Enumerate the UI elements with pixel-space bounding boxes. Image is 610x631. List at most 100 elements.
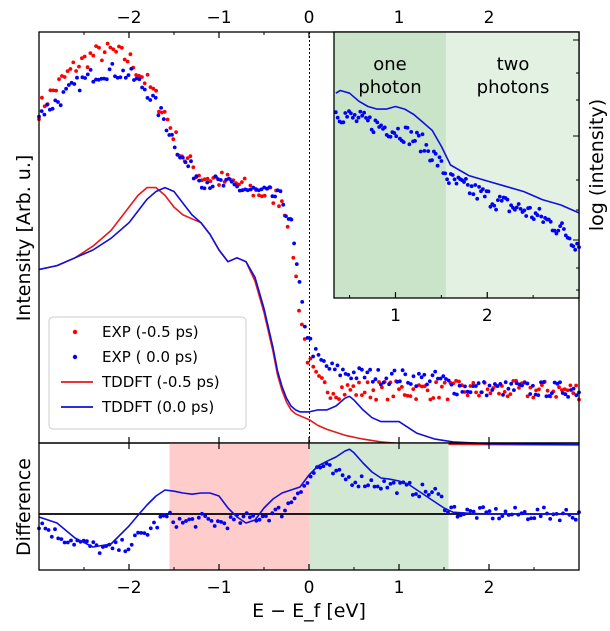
exp-red-series-point <box>68 67 73 71</box>
difference-exp-series-point <box>426 493 431 497</box>
exp-blue-series-point <box>384 376 389 381</box>
difference-tick-label: 1 <box>394 578 405 598</box>
exp-red-series-point <box>240 180 244 185</box>
exp-red-series-point <box>145 72 150 77</box>
difference-exp-series-point <box>573 517 578 522</box>
difference-exp-series-point <box>513 505 517 510</box>
exp-red-series-point <box>397 387 401 391</box>
difference-exp-series-point <box>302 484 307 488</box>
inset-exp-blue-series-point <box>345 114 349 119</box>
exp-red-series-point <box>117 44 121 49</box>
exp-blue-series-point <box>490 388 495 392</box>
exp-blue-series-point <box>403 372 408 377</box>
legend: EXP (-0.5 ps) EXP ( 0.0 ps) TDDFT (-0.5 … <box>48 316 247 430</box>
exp-red-series-point <box>162 109 167 114</box>
inset-regions <box>334 32 579 298</box>
difference-exp-series-point <box>69 538 73 543</box>
exp-blue-series-point <box>392 368 397 373</box>
inset-exp-blue-series-point <box>443 171 448 176</box>
exp-red-series-point <box>411 387 416 391</box>
inset-exp-blue-series-point <box>430 158 434 163</box>
exp-blue-series <box>37 62 581 399</box>
exp-blue-series-point <box>327 367 332 371</box>
inset-exp-blue-series <box>333 109 581 252</box>
exp-red-series-point <box>568 383 573 388</box>
exp-red-series-point <box>114 49 118 54</box>
exp-red-series-point <box>545 388 550 393</box>
difference-exp-series-point <box>564 507 569 512</box>
inset-exp-blue-series-point <box>469 184 474 189</box>
exp-blue-series-point <box>58 103 63 108</box>
difference-exp-series-point <box>117 548 121 552</box>
difference-exp-series-point <box>244 511 249 516</box>
difference-positive-band <box>309 443 449 570</box>
difference-exp-series-point <box>241 514 246 519</box>
difference-exp-series-point <box>490 516 495 521</box>
inset-exp-blue-series-point <box>341 120 346 125</box>
exp-blue-series-point <box>278 189 283 194</box>
exp-blue-series-point <box>213 174 218 179</box>
exp-red-series-point <box>420 384 424 389</box>
difference-exp-series-point <box>439 494 444 499</box>
exp-blue-series-point <box>387 382 391 387</box>
difference-exp-series-point <box>40 521 45 526</box>
difference-exp-series-point <box>327 463 332 467</box>
inset-region-one-line2: photon <box>358 77 421 98</box>
exp-blue-series-point <box>205 180 210 185</box>
exp-blue-series-point <box>376 368 381 372</box>
inset-exp-blue-series-point <box>366 118 370 123</box>
exp-blue-series-point <box>536 393 541 397</box>
difference-exp-series-point <box>337 467 342 472</box>
inset-exp-blue-series-point <box>567 236 572 241</box>
exp-blue-series-point <box>449 382 454 387</box>
difference-exp-series-point <box>158 514 163 519</box>
exp-blue-series-point <box>77 88 82 93</box>
exp-blue-series-point <box>346 372 351 377</box>
exp-blue-series-point <box>482 380 486 384</box>
exp-red-series-point <box>297 308 301 313</box>
inset-exp-blue-series-point <box>433 151 438 156</box>
difference-exp-series-point <box>379 486 383 491</box>
inset-exp-blue-series-point <box>422 149 427 153</box>
main-series <box>37 41 581 446</box>
exp-blue-series-point <box>118 75 123 80</box>
exp-red-series-point <box>294 274 298 279</box>
exp-blue-series-point <box>474 384 478 388</box>
exp-blue-series-point <box>531 383 535 388</box>
exp-blue-series-point <box>408 382 413 386</box>
legend-label-exp-blue: EXP ( 0.0 ps) <box>102 348 198 366</box>
exp-blue-series-point <box>436 376 440 381</box>
exp-red-series-point <box>571 391 576 395</box>
exp-blue-series-point <box>311 354 315 359</box>
difference-exp-series-point <box>209 519 214 523</box>
inset-region-two-line1: two <box>497 54 530 75</box>
difference-exp-series-point <box>276 505 281 510</box>
exp-blue-series-point <box>550 391 554 395</box>
inset-exp-blue-series-point <box>349 111 353 116</box>
exp-blue-series-point <box>172 145 177 150</box>
inset-exp-blue-series-point <box>333 110 338 115</box>
inset-exp-blue-series-point <box>475 196 480 201</box>
exp-blue-series-point <box>520 383 524 388</box>
exp-blue-series-point <box>145 96 150 100</box>
exp-red-series-point <box>380 385 384 390</box>
inset-exp-blue-series-point <box>528 205 532 210</box>
difference-exp-series-point <box>139 531 144 535</box>
inset-exp-blue-series-point <box>482 194 487 199</box>
exp-blue-series-point <box>229 179 234 184</box>
main-panel: −2 −1 0 1 2 Intensity [Arb. u.] EXP (-0.5 ps… <box>13 8 581 446</box>
inset-frame <box>333 31 580 299</box>
exp-red-series-point <box>348 388 353 392</box>
exp-red-series-point <box>334 395 338 400</box>
exp-blue-series-point <box>191 176 196 181</box>
difference-tick-label: −1 <box>206 578 231 598</box>
exp-red-series-point <box>534 388 538 393</box>
exp-red-series-point <box>188 154 193 159</box>
difference-exp-series-point <box>53 527 57 532</box>
difference-exp-series-point <box>200 511 204 516</box>
inset-exp-blue-series-point <box>335 115 340 120</box>
inset-exp-blue-series-point <box>360 113 365 118</box>
exp-blue-series-point <box>417 371 421 376</box>
inset-exp-blue-series-point <box>401 140 406 145</box>
exp-blue-series-point <box>50 106 55 111</box>
